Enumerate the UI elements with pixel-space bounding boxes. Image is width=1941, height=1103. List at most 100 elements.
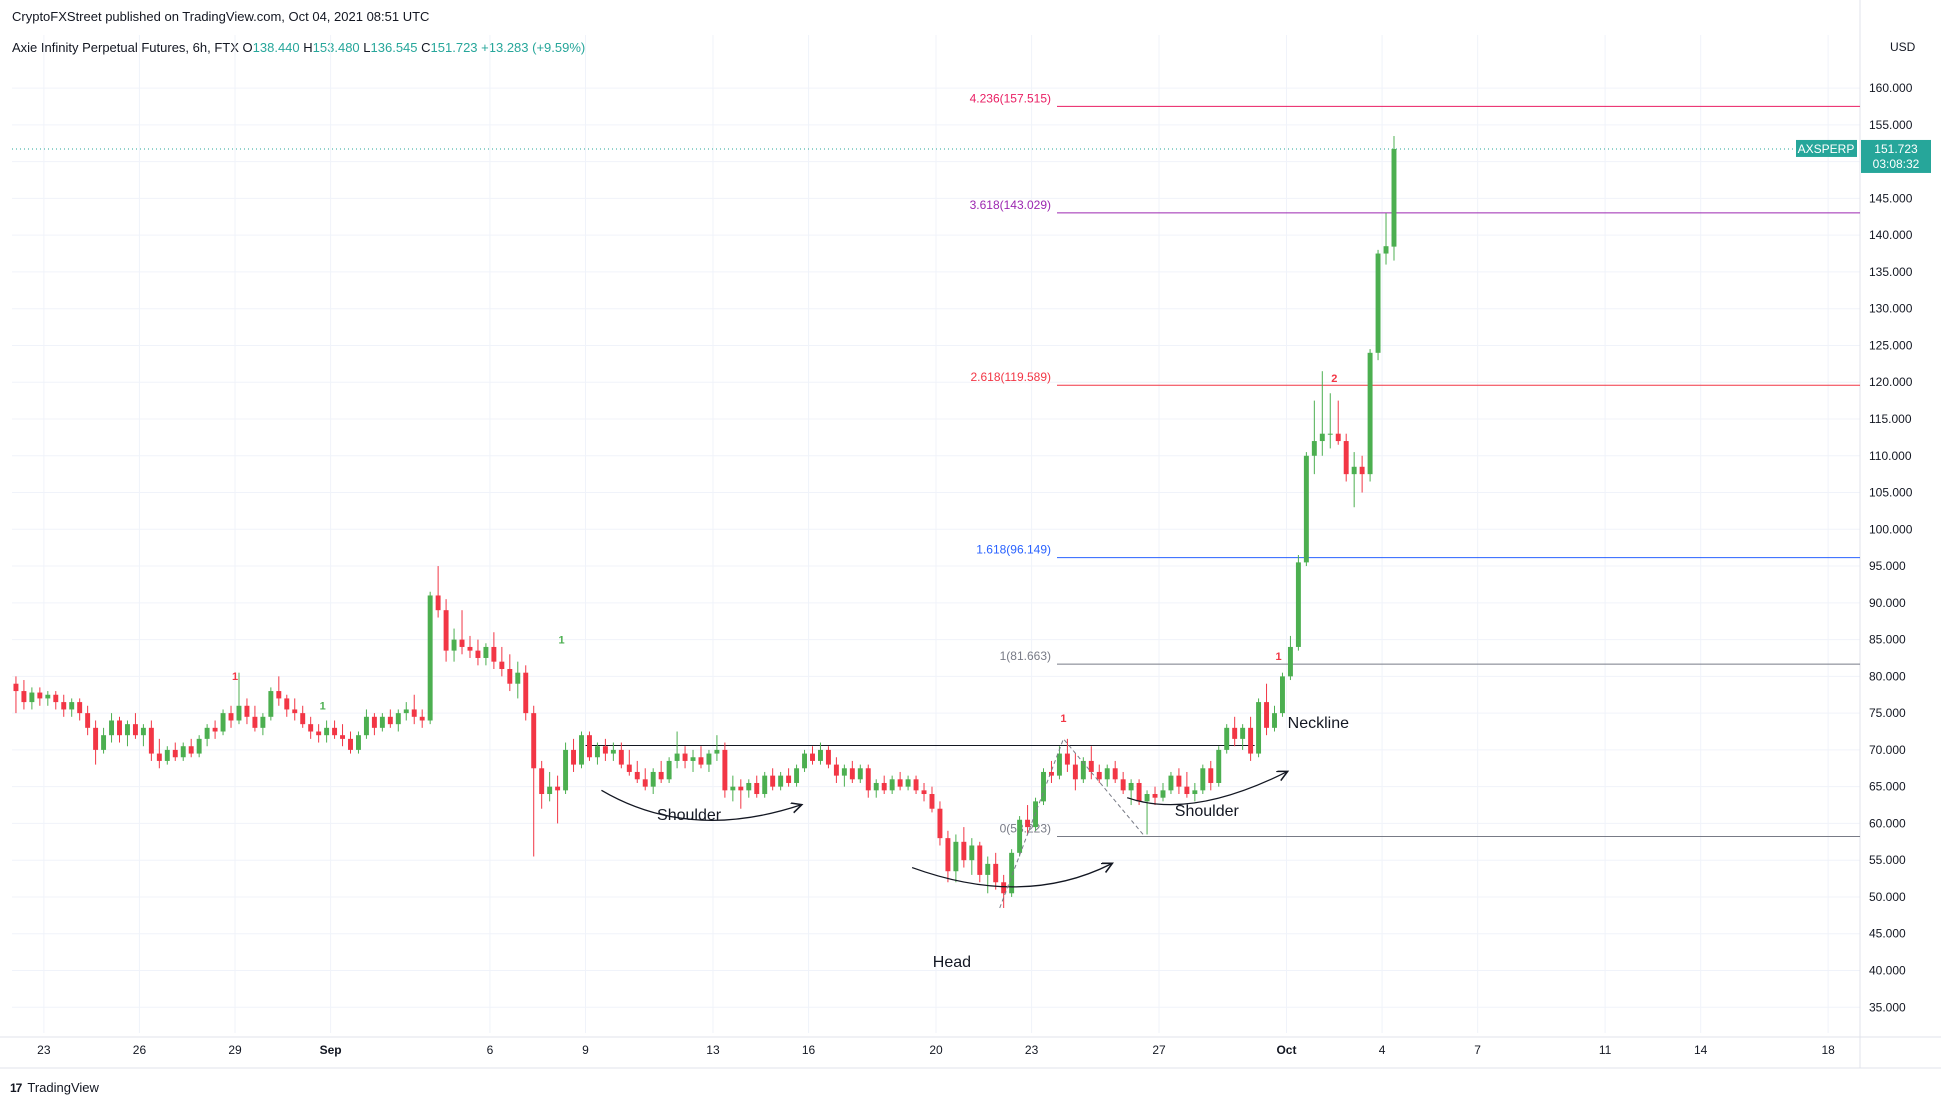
candle-body [873, 782, 879, 791]
candle-up [762, 771, 768, 798]
x-tick-label: 20 [929, 1043, 943, 1057]
fib-level-label: 1.618(96.149) [976, 543, 1051, 557]
candle-body [1327, 433, 1333, 435]
candle-body [714, 749, 720, 754]
pattern-annotation: Head [933, 954, 971, 971]
x-tick-label: Sep [320, 1043, 342, 1057]
candle-up [140, 724, 146, 747]
candle-body [921, 790, 927, 795]
candle-up [1351, 452, 1357, 508]
signal-marker: 1 [559, 634, 565, 646]
x-tick-label: 16 [802, 1043, 816, 1057]
candle-body [332, 727, 338, 736]
candle-down [849, 760, 855, 783]
x-tick-label: 7 [1474, 1043, 1481, 1057]
candle-down [308, 716, 314, 739]
y-tick-label: 70.000 [1869, 743, 1906, 757]
candle-body [340, 735, 346, 739]
candle-body [841, 768, 847, 776]
candle-down [1335, 400, 1341, 445]
candle-body [889, 779, 895, 791]
y-tick-label: 160.000 [1869, 81, 1913, 95]
candle-up [1009, 849, 1015, 897]
candle-body [690, 757, 696, 761]
candle-body [658, 771, 664, 780]
y-tick-label: 135.000 [1869, 265, 1913, 279]
candle-down [1176, 768, 1182, 795]
candle-up [1144, 790, 1150, 835]
candle-up [1240, 724, 1246, 750]
candle-down [316, 724, 322, 743]
candle-body [547, 786, 553, 795]
candle-up [236, 672, 242, 725]
candle-body [212, 727, 218, 732]
candle-up [1272, 705, 1277, 732]
low-value: 136.545 [370, 40, 418, 55]
candle-body [491, 646, 497, 662]
candle-body [1335, 433, 1341, 442]
x-tick-label: 27 [1152, 1043, 1166, 1057]
candle-body [1152, 794, 1158, 798]
candle-up [1303, 452, 1309, 567]
candle-body [451, 639, 457, 651]
candle-up [29, 687, 35, 710]
price-badge [1861, 139, 1931, 173]
candle-body [1200, 768, 1206, 791]
candle-body [579, 735, 584, 765]
y-tick-label: 155.000 [1869, 118, 1913, 132]
y-tick-label: 50.000 [1869, 890, 1906, 904]
candle-body [833, 764, 839, 776]
candle-body [817, 749, 823, 761]
candle-up [547, 771, 553, 802]
fib-level-label: 3.618(143.029) [970, 198, 1051, 212]
pattern-arc [601, 789, 800, 821]
x-tick-label: 26 [133, 1043, 147, 1057]
candle-down [419, 709, 425, 728]
candle-down [93, 720, 99, 765]
signal-marker: 1 [1060, 713, 1066, 725]
tradingview-icon: 17 [10, 1080, 22, 1095]
candle-down [1343, 433, 1349, 482]
candle-body [419, 716, 425, 721]
candle-down [1184, 771, 1190, 798]
y-tick-label: 40.000 [1869, 963, 1906, 977]
y-tick-label: 90.000 [1869, 596, 1906, 610]
candle-up [1224, 724, 1230, 754]
candle-down [292, 698, 298, 721]
candle-body [515, 672, 521, 684]
candle-down [371, 713, 377, 736]
candle-body [228, 713, 234, 721]
candle-down [467, 635, 473, 658]
candle-down [459, 610, 465, 655]
candle-up [483, 643, 489, 666]
candle-body [945, 838, 951, 872]
candle-up [730, 775, 736, 802]
candle-up [403, 702, 409, 721]
signal-marker: 1 [320, 700, 326, 712]
candle-body [180, 746, 186, 758]
candle-body [355, 735, 361, 750]
tradingview-logo[interactable]: 17 TradingView [10, 1080, 99, 1095]
candle-body [563, 749, 569, 791]
candle-down [634, 760, 640, 783]
y-tick-label: 60.000 [1869, 816, 1906, 830]
candle-down [53, 691, 59, 710]
candle-body [164, 749, 170, 761]
y-tick-label: 65.000 [1869, 780, 1906, 794]
candle-down [1152, 786, 1158, 806]
candle-body [77, 702, 83, 714]
candle-up [1375, 249, 1381, 361]
x-tick-label: Oct [1276, 1043, 1296, 1057]
candle-body [21, 691, 27, 703]
candle-body [1264, 702, 1270, 728]
candle-body [156, 753, 162, 761]
candle-body [371, 716, 377, 728]
currency-label[interactable]: USD [1890, 40, 1916, 54]
symbol-badge-label: AXSPERP [1798, 142, 1855, 156]
candle-body [762, 775, 768, 795]
y-tick-label: 105.000 [1869, 486, 1913, 500]
candle-down [156, 738, 162, 769]
candle-up [1391, 136, 1397, 261]
candle-up [905, 775, 911, 791]
